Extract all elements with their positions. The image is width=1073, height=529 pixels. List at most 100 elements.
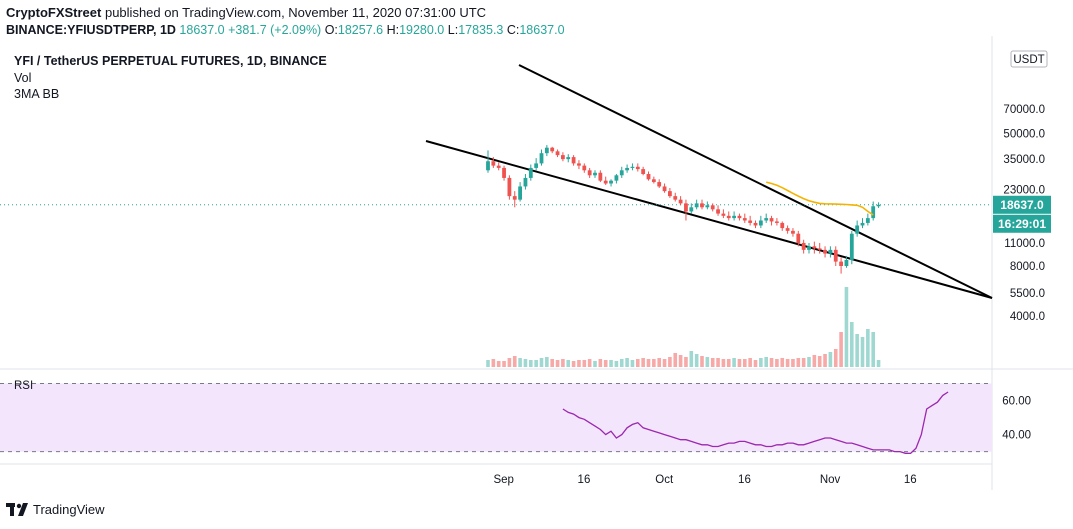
volume-bar bbox=[850, 322, 854, 367]
candle-body bbox=[673, 196, 678, 200]
volume-bar bbox=[668, 357, 672, 367]
candle-body bbox=[796, 233, 801, 243]
volume-bar bbox=[657, 358, 661, 367]
volume-bar bbox=[636, 359, 640, 367]
volume-bar bbox=[486, 360, 490, 367]
candle-body bbox=[775, 221, 779, 223]
candle-body bbox=[646, 174, 651, 180]
candle-body bbox=[839, 261, 843, 266]
price-value: 18637.0 bbox=[179, 23, 225, 37]
volume-bar bbox=[491, 359, 496, 367]
volume-bar bbox=[523, 359, 528, 367]
volume-bar bbox=[555, 360, 560, 367]
volume-bar bbox=[577, 360, 581, 367]
price-tick-label: 23000.0 bbox=[1003, 185, 1045, 197]
lower-trendline bbox=[425, 140, 993, 299]
volume-bar bbox=[689, 351, 694, 367]
volume-bar bbox=[769, 358, 774, 367]
volume-bar bbox=[566, 360, 571, 367]
volume-bar bbox=[550, 359, 554, 367]
candle-body bbox=[539, 153, 544, 164]
volume-bar bbox=[764, 357, 768, 367]
rsi-band bbox=[0, 383, 992, 452]
footer: TradingView bbox=[6, 502, 105, 517]
candle-body bbox=[694, 203, 699, 208]
candle-body bbox=[523, 177, 528, 187]
volume-bar bbox=[775, 359, 779, 367]
footer-brand: TradingView bbox=[33, 502, 105, 517]
volume-bar bbox=[855, 334, 859, 367]
candle-body bbox=[823, 249, 827, 254]
candle-body bbox=[507, 177, 512, 197]
candle-body bbox=[614, 175, 619, 181]
candle-body bbox=[716, 209, 720, 214]
volume-bar bbox=[534, 360, 538, 367]
volume-bar bbox=[593, 361, 597, 367]
volume-bar bbox=[866, 329, 870, 367]
candle-body bbox=[512, 196, 517, 200]
volume-bar bbox=[801, 358, 806, 367]
vol-indicator-label[interactable]: Vol bbox=[14, 70, 32, 85]
candle-body bbox=[630, 166, 635, 168]
chart-legend: YFI / TetherUS PERPETUAL FUTURES, 1D, BI… bbox=[14, 53, 327, 103]
volume-bar bbox=[646, 359, 651, 367]
time-tick-label: Oct bbox=[655, 474, 674, 486]
volume-bar bbox=[871, 332, 875, 367]
volume-bar bbox=[587, 359, 592, 367]
volume-bar bbox=[678, 355, 683, 367]
candle-body bbox=[769, 218, 774, 222]
volume-bar bbox=[705, 357, 710, 367]
ohlc-readout: BINANCE:YFIUSDTPERP, 1D 18637.0 +381.7 (… bbox=[6, 23, 565, 37]
close-value: 18637.0 bbox=[519, 23, 565, 37]
candle-body bbox=[544, 147, 549, 154]
volume-bar bbox=[545, 357, 549, 367]
price-axis: 70000.0 50000.0 35000.0 23000.0 11000.0 8000.… bbox=[991, 36, 1048, 490]
volume-bar bbox=[710, 358, 715, 367]
falling-wedge-trendlines bbox=[425, 64, 993, 299]
volume-bar bbox=[785, 359, 790, 367]
candle-body bbox=[737, 215, 742, 219]
volume-bar bbox=[684, 357, 688, 367]
candle-body bbox=[528, 167, 533, 178]
volume-bar bbox=[652, 359, 656, 367]
volume-bar bbox=[502, 361, 506, 367]
volume-bars bbox=[486, 287, 881, 367]
volume-bar bbox=[807, 357, 811, 367]
high-value: 19280.0 bbox=[399, 23, 445, 37]
candle-body bbox=[603, 180, 608, 184]
price-tick-label: 4000.0 bbox=[1010, 311, 1045, 323]
candle-body bbox=[518, 186, 522, 200]
candle-body bbox=[849, 233, 854, 260]
candle-body bbox=[742, 218, 747, 221]
volume-bar bbox=[823, 354, 827, 367]
volume-bar bbox=[641, 358, 645, 367]
time-tick-label: Nov bbox=[820, 474, 841, 486]
candle-body bbox=[860, 222, 865, 226]
price-tick-label: 8000.0 bbox=[1010, 261, 1045, 273]
last-price-label: 18637.0 bbox=[1000, 198, 1044, 212]
candle-body bbox=[817, 248, 822, 250]
candle-body bbox=[705, 205, 710, 208]
volume-bar bbox=[561, 359, 565, 367]
volume-bar bbox=[529, 360, 533, 367]
volume-bar bbox=[582, 360, 587, 367]
candle-body bbox=[865, 218, 870, 223]
volume-bar bbox=[496, 361, 501, 367]
candle-body bbox=[791, 230, 795, 234]
candle-body bbox=[758, 220, 763, 226]
volume-bar bbox=[839, 332, 843, 367]
candle-body bbox=[571, 157, 576, 164]
candle-body bbox=[491, 161, 496, 166]
candle-body bbox=[700, 203, 704, 208]
candle-body bbox=[678, 199, 683, 204]
candle-body bbox=[855, 225, 860, 234]
close-label: C: bbox=[506, 23, 520, 37]
volume-bar bbox=[700, 356, 704, 367]
ma-indicator-label[interactable]: 3MA BB bbox=[14, 87, 60, 101]
candle-body bbox=[651, 179, 656, 183]
volume-bar bbox=[796, 358, 801, 367]
upper-trendline bbox=[518, 64, 993, 299]
author-name[interactable]: CryptoFXStreet bbox=[6, 5, 102, 20]
time-tick-label: 16 bbox=[578, 474, 591, 486]
